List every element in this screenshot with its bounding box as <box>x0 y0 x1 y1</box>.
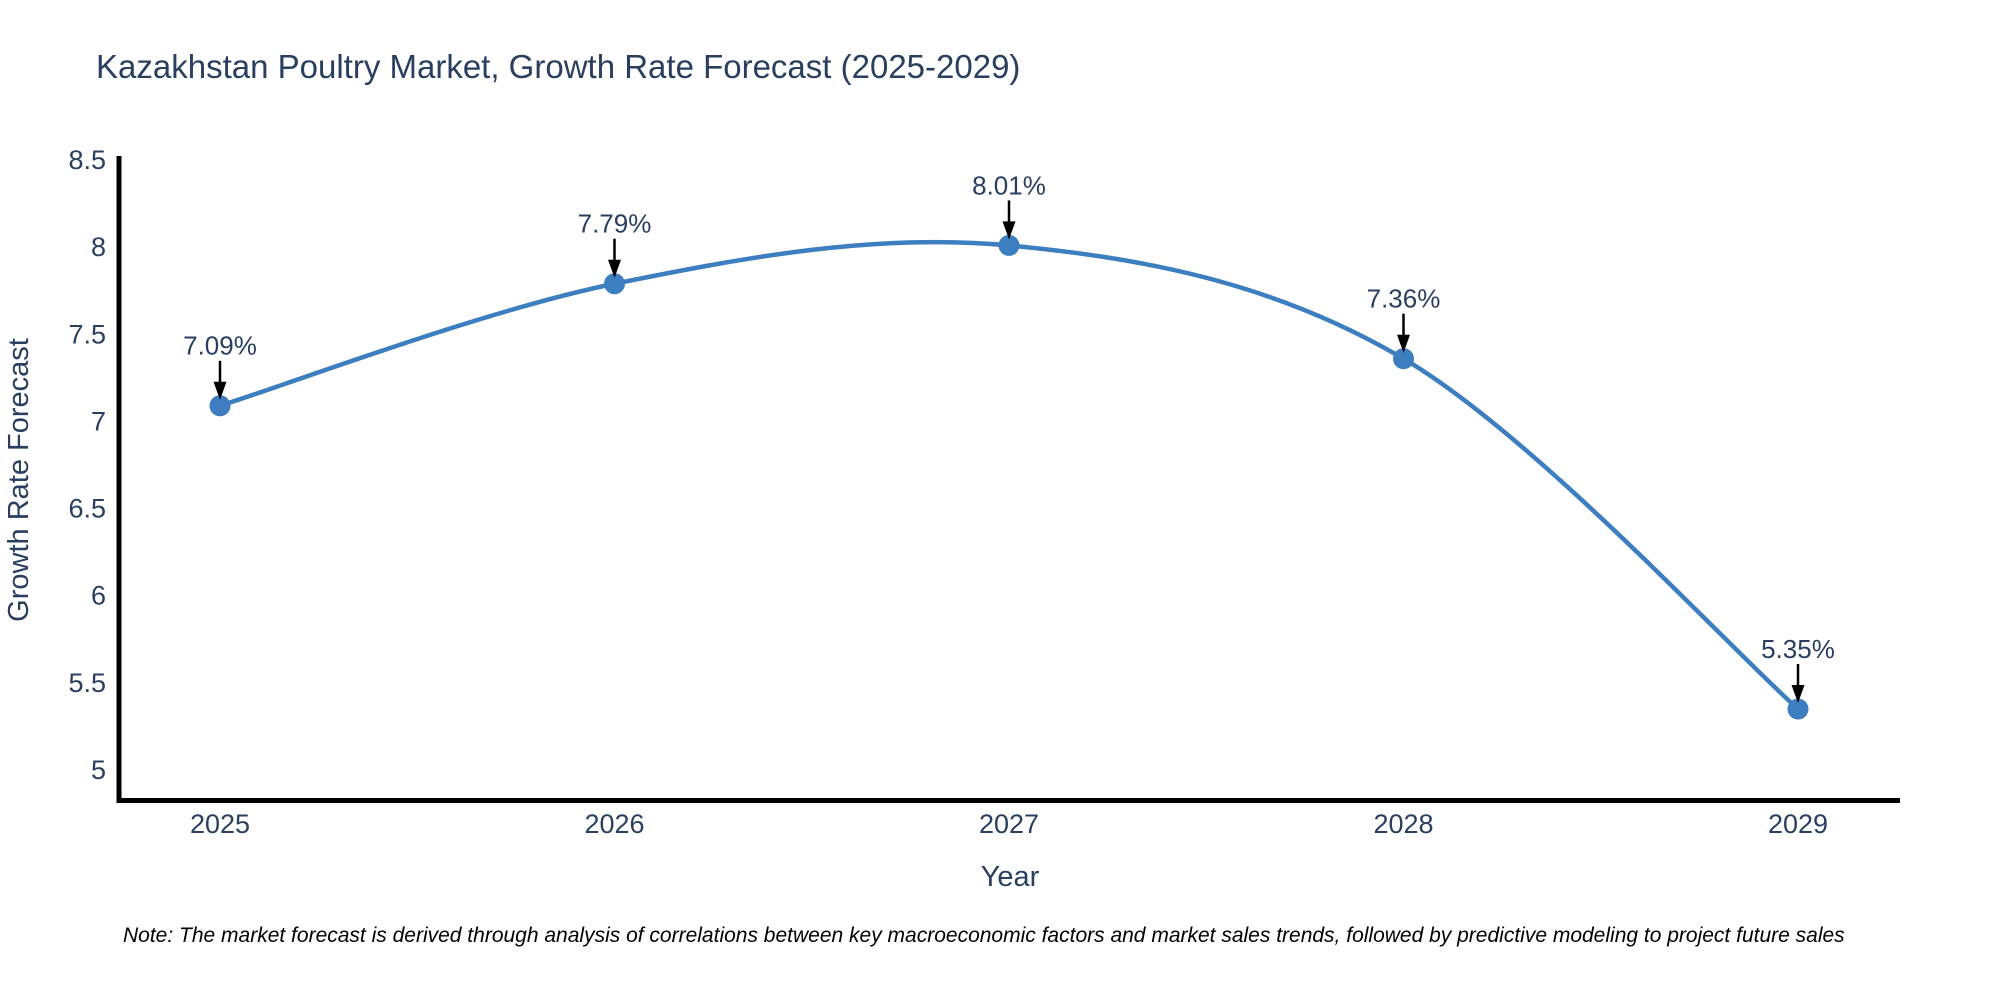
data-point-label: 7.79% <box>578 209 652 239</box>
x-tick-label: 2026 <box>584 809 644 839</box>
x-axis-title: Year <box>981 861 1040 893</box>
x-tick-label: 2028 <box>1373 809 1433 839</box>
data-point <box>209 395 231 417</box>
y-tick-label: 8.5 <box>68 145 106 175</box>
forecast-line <box>217 239 1801 712</box>
annotation-arrowhead-icon <box>1002 221 1016 240</box>
x-tick-label: 2027 <box>979 809 1039 839</box>
annotation-arrowhead-icon <box>213 381 227 400</box>
x-tick-label: 2025 <box>190 809 250 839</box>
data-point <box>604 273 625 295</box>
chart-note: Note: The market forecast is derived thr… <box>123 924 1845 947</box>
y-tick-label: 5 <box>91 755 106 785</box>
chart-title: Kazakhstan Poultry Market, Growth Rate F… <box>96 48 1021 85</box>
annotation-arrowhead-icon <box>1791 685 1805 704</box>
y-tick-label: 8 <box>91 232 106 262</box>
data-point <box>998 234 1020 256</box>
y-tick-label: 6 <box>91 581 106 611</box>
y-tick-label: 7.5 <box>68 319 106 349</box>
data-point-label: 7.36% <box>1367 284 1441 314</box>
y-tick-label: 6.5 <box>68 494 106 524</box>
x-tick-label: 2029 <box>1768 809 1828 839</box>
y-axis-title: Growth Rate Forecast <box>3 338 35 622</box>
y-tick-label: 5.5 <box>68 668 106 698</box>
annotation-arrowhead-icon <box>1397 334 1410 353</box>
data-point <box>1393 348 1414 370</box>
data-point-label: 7.09% <box>183 331 257 361</box>
data-point-label: 5.35% <box>1761 634 1835 664</box>
data-point <box>1787 698 1809 720</box>
data-point-label: 8.01% <box>972 170 1046 200</box>
annotation-arrowhead-icon <box>608 259 621 278</box>
y-tick-label: 7 <box>91 406 106 436</box>
